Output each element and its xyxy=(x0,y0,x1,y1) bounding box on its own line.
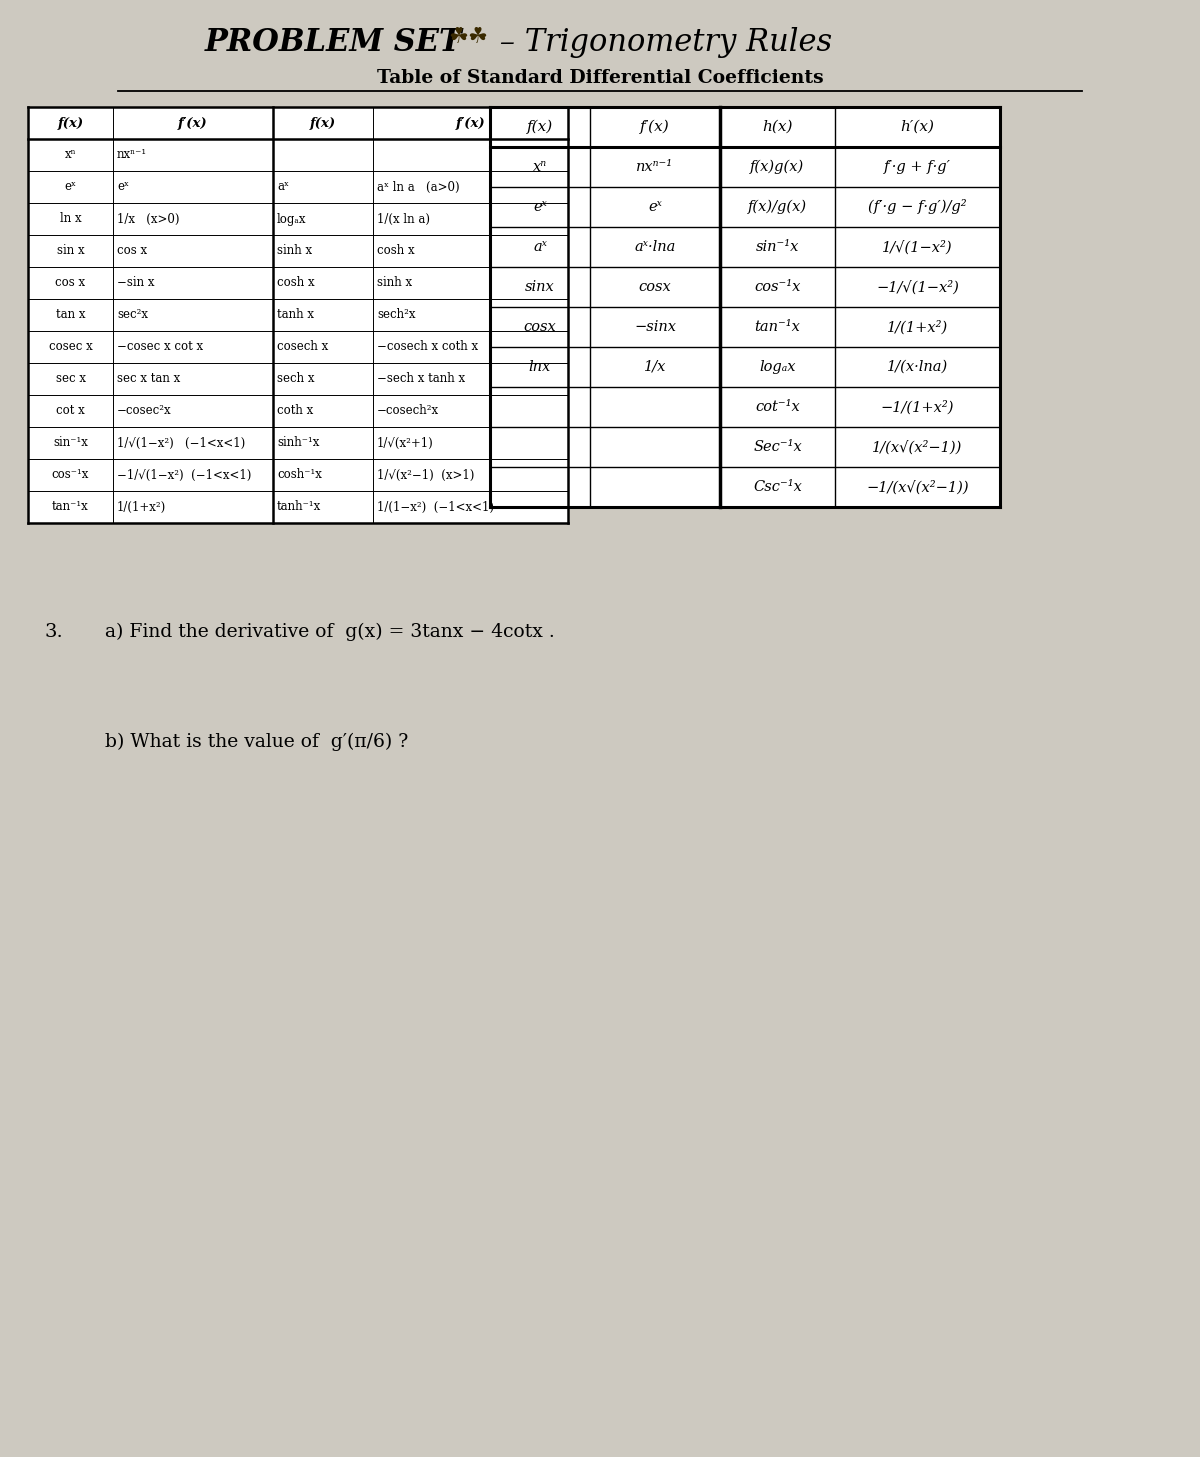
Text: cosx: cosx xyxy=(638,280,671,294)
Text: nxⁿ⁻¹: nxⁿ⁻¹ xyxy=(118,149,148,162)
Text: f(x)g(x): f(x)g(x) xyxy=(750,160,805,175)
Text: xⁿ: xⁿ xyxy=(65,149,77,162)
Text: cosh⁻¹x: cosh⁻¹x xyxy=(277,469,322,481)
Text: aˣ·lna: aˣ·lna xyxy=(635,240,676,254)
Text: ln x: ln x xyxy=(60,213,82,226)
Text: aˣ ln a   (a>0): aˣ ln a (a>0) xyxy=(377,181,460,194)
Text: f(x): f(x) xyxy=(527,119,553,134)
Text: tan x: tan x xyxy=(55,309,85,322)
Text: aˣ: aˣ xyxy=(277,181,289,194)
Text: cos x: cos x xyxy=(118,245,148,258)
Text: cos⁻¹x: cos⁻¹x xyxy=(755,280,800,294)
Text: eˣ: eˣ xyxy=(65,181,77,194)
Text: lnx: lnx xyxy=(529,360,551,374)
Text: a) Find the derivative of  g(x) = 3tanx − 4cotx .: a) Find the derivative of g(x) = 3tanx −… xyxy=(106,624,554,641)
Text: 1/√(1−x²)   (−1<x<1): 1/√(1−x²) (−1<x<1) xyxy=(118,437,245,450)
Text: −cosec²x: −cosec²x xyxy=(118,405,172,418)
Text: −sinx: −sinx xyxy=(634,321,676,334)
Text: h′(x): h′(x) xyxy=(900,119,935,134)
Text: sinh x: sinh x xyxy=(277,245,312,258)
Text: sinx: sinx xyxy=(526,280,554,294)
Text: logₐx: logₐx xyxy=(760,360,796,374)
Text: 1/(1−x²)  (−1<x<1): 1/(1−x²) (−1<x<1) xyxy=(377,501,494,513)
Text: cot⁻¹x: cot⁻¹x xyxy=(755,401,800,414)
Text: cot x: cot x xyxy=(56,405,85,418)
Bar xyxy=(490,106,1000,507)
Text: −1/√(1−x²)  (−1<x<1): −1/√(1−x²) (−1<x<1) xyxy=(118,469,251,481)
Text: f′(x): f′(x) xyxy=(178,117,208,130)
Text: tan⁻¹x: tan⁻¹x xyxy=(755,321,800,334)
Text: 1/(x·lna): 1/(x·lna) xyxy=(887,360,948,374)
Text: f′(x): f′(x) xyxy=(456,117,485,130)
Text: cos⁻¹x: cos⁻¹x xyxy=(52,469,89,481)
Text: sin⁻¹x: sin⁻¹x xyxy=(53,437,88,450)
Text: PROBLEM SET: PROBLEM SET xyxy=(205,28,463,58)
Text: coth x: coth x xyxy=(277,405,313,418)
Text: 1/(x ln a): 1/(x ln a) xyxy=(377,213,430,226)
Text: sinh⁻¹x: sinh⁻¹x xyxy=(277,437,319,450)
Text: (f′·g − f·g′)/g²: (f′·g − f·g′)/g² xyxy=(868,200,967,214)
Text: 1/(1+x²): 1/(1+x²) xyxy=(887,321,948,334)
Text: −sech x tanh x: −sech x tanh x xyxy=(377,373,466,386)
Text: sec x: sec x xyxy=(55,373,85,386)
Text: cos x: cos x xyxy=(55,277,85,290)
Text: cosx: cosx xyxy=(523,321,557,334)
Text: aˣ: aˣ xyxy=(533,240,547,254)
Text: tan⁻¹x: tan⁻¹x xyxy=(52,501,89,513)
Text: sec x tan x: sec x tan x xyxy=(118,373,180,386)
Text: 1/√(x²−1)  (x>1): 1/√(x²−1) (x>1) xyxy=(377,469,474,481)
Text: 1/x   (x>0): 1/x (x>0) xyxy=(118,213,180,226)
Text: nxⁿ⁻¹: nxⁿ⁻¹ xyxy=(636,160,673,173)
Text: −sin x: −sin x xyxy=(118,277,155,290)
Text: f(x)/g(x): f(x)/g(x) xyxy=(748,200,808,214)
Text: −cosech²x: −cosech²x xyxy=(377,405,439,418)
Bar xyxy=(28,106,568,523)
Text: −1/√(1−x²): −1/√(1−x²) xyxy=(876,280,959,294)
Text: eˣ: eˣ xyxy=(118,181,130,194)
Text: f′·g + f·g′: f′·g + f·g′ xyxy=(884,160,952,173)
Text: xⁿ: xⁿ xyxy=(533,160,547,173)
Text: b) What is the value of  g′(π/6) ?: b) What is the value of g′(π/6) ? xyxy=(106,733,408,752)
Text: ☘☘: ☘☘ xyxy=(448,28,488,47)
Text: −cosec x cot x: −cosec x cot x xyxy=(118,341,203,354)
Text: cosh x: cosh x xyxy=(377,245,415,258)
Text: 1/(x√(x²−1)): 1/(x√(x²−1)) xyxy=(872,440,962,455)
Text: sech²x: sech²x xyxy=(377,309,415,322)
Text: – Trigonometry Rules: – Trigonometry Rules xyxy=(490,28,832,58)
Text: cosech x: cosech x xyxy=(277,341,329,354)
Text: −1/(1+x²): −1/(1+x²) xyxy=(881,399,954,414)
Text: sec²x: sec²x xyxy=(118,309,148,322)
Text: f′(x): f′(x) xyxy=(640,119,670,134)
Text: −1/(x√(x²−1)): −1/(x√(x²−1)) xyxy=(866,479,968,494)
Text: 1/√(1−x²): 1/√(1−x²) xyxy=(882,240,953,254)
Text: Table of Standard Differential Coefficients: Table of Standard Differential Coefficie… xyxy=(377,68,823,87)
Text: tanh⁻¹x: tanh⁻¹x xyxy=(277,501,322,513)
Text: Csc⁻¹x: Csc⁻¹x xyxy=(754,479,802,494)
Text: f(x): f(x) xyxy=(310,117,336,130)
Text: 3.: 3. xyxy=(46,624,64,641)
Text: tanh x: tanh x xyxy=(277,309,314,322)
Text: Sec⁻¹x: Sec⁻¹x xyxy=(754,440,802,455)
Text: −cosech x coth x: −cosech x coth x xyxy=(377,341,478,354)
Text: h(x): h(x) xyxy=(762,119,793,134)
Text: 1/(1+x²): 1/(1+x²) xyxy=(118,501,167,513)
Text: cosh x: cosh x xyxy=(277,277,314,290)
Text: cosec x: cosec x xyxy=(49,341,92,354)
Text: f(x): f(x) xyxy=(58,117,84,130)
Text: sinh x: sinh x xyxy=(377,277,412,290)
Text: 1/√(x²+1): 1/√(x²+1) xyxy=(377,437,433,450)
Text: sin⁻¹x: sin⁻¹x xyxy=(756,240,799,254)
Text: logₐx: logₐx xyxy=(277,213,306,226)
Text: eˣ: eˣ xyxy=(533,200,547,214)
Text: 1/x: 1/x xyxy=(644,360,666,374)
Text: sech x: sech x xyxy=(277,373,314,386)
Text: eˣ: eˣ xyxy=(648,200,662,214)
Text: sin x: sin x xyxy=(56,245,84,258)
